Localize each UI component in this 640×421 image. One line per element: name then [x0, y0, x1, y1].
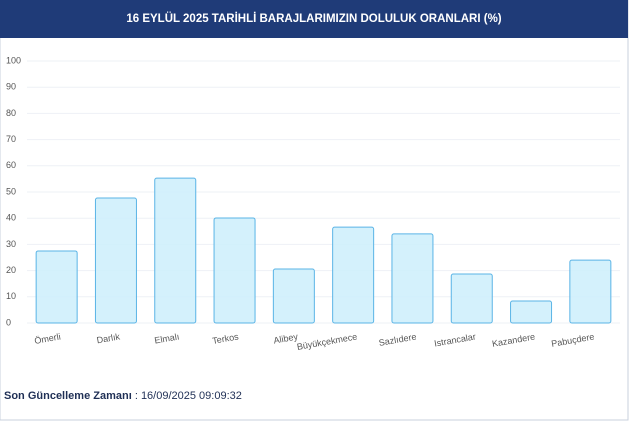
- y-tick-label: 30: [6, 239, 16, 249]
- bar: [332, 226, 375, 324]
- y-tick-label: 90: [6, 82, 16, 92]
- bar: [391, 233, 434, 324]
- y-tick-label: 50: [6, 186, 16, 196]
- header: [0, 0, 628, 38]
- bar: [94, 197, 137, 324]
- bar: [272, 268, 315, 324]
- x-tick-label: Darlık: [96, 331, 121, 345]
- bar: [154, 177, 197, 324]
- x-tick-label: Terkos: [211, 331, 239, 346]
- bar: [213, 217, 256, 324]
- y-tick-label: 100: [6, 55, 21, 65]
- footer-label: Son Güncelleme Zamanı: [4, 390, 132, 402]
- bar: [35, 250, 78, 324]
- footer: Son Güncelleme Zamanı : 16/09/2025 09:09…: [4, 390, 242, 402]
- y-tick-label: 60: [6, 160, 16, 170]
- y-tick-label: 10: [6, 291, 16, 301]
- x-tick-label: Ömerli: [34, 331, 62, 345]
- bar: [510, 300, 553, 324]
- bar: [450, 273, 493, 324]
- x-tick-label: Elmalı: [154, 331, 180, 345]
- y-tick-label: 0: [6, 317, 11, 327]
- x-tick-label: Alibey: [273, 331, 299, 345]
- y-tick-label: 40: [6, 213, 16, 223]
- y-tick-label: 70: [6, 134, 16, 144]
- y-tick-label: 20: [6, 265, 16, 275]
- bar: [569, 259, 612, 324]
- chart-title: 16 EYLÜL 2025 TARİHLİ BARAJLARIMIZIN DOL…: [126, 12, 501, 25]
- y-tick-label: 80: [6, 108, 16, 118]
- footer-value: : 16/09/2025 09:09:32: [134, 390, 242, 402]
